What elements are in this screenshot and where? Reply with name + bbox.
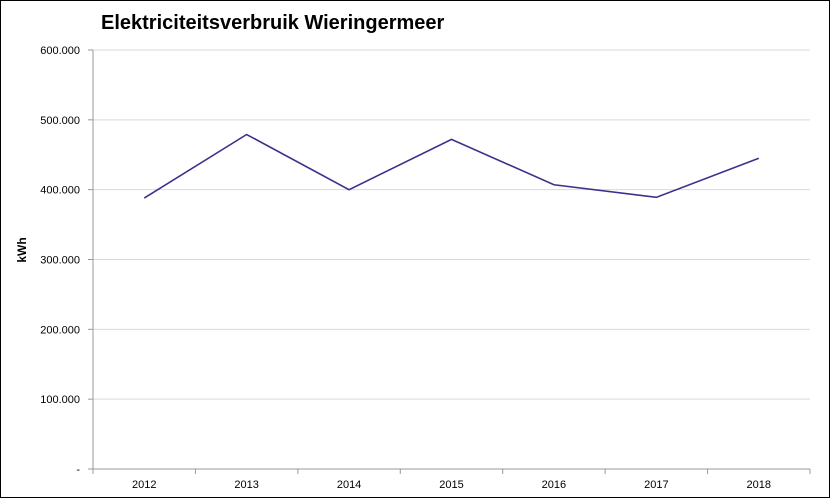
y-tick-label: 300.000 — [40, 255, 80, 267]
y-tick-label: - — [76, 464, 80, 476]
x-tick-label: 2012 — [132, 479, 156, 491]
y-tick-label: 100.000 — [40, 394, 80, 406]
series-lines — [143, 133, 760, 199]
x-tick-label: 2016 — [542, 479, 566, 491]
y-tick-label: 400.000 — [40, 185, 80, 197]
y-tick-label: 500.000 — [40, 115, 80, 127]
chart-title: Elektriciteitsverbruik Wieringermeer — [101, 12, 445, 34]
x-tick-label: 2013 — [234, 479, 258, 491]
y-tick-label: 600.000 — [40, 45, 80, 57]
x-tick-label: 2015 — [439, 479, 463, 491]
y-tick-label: 200.000 — [40, 324, 80, 336]
x-tick-label: 2014 — [337, 479, 361, 491]
series-line — [143, 133, 760, 199]
gridlines — [93, 49, 810, 400]
x-tick-label: 2018 — [747, 479, 771, 491]
axes — [88, 49, 811, 474]
y-tick-labels: - 100.000 200.000 300.000 400.000 500.000 600.… — [40, 45, 80, 476]
x-tick-labels: 2012 2013 2014 2015 2016 2017 2018 — [132, 479, 771, 491]
x-tick-label: 2017 — [644, 479, 668, 491]
